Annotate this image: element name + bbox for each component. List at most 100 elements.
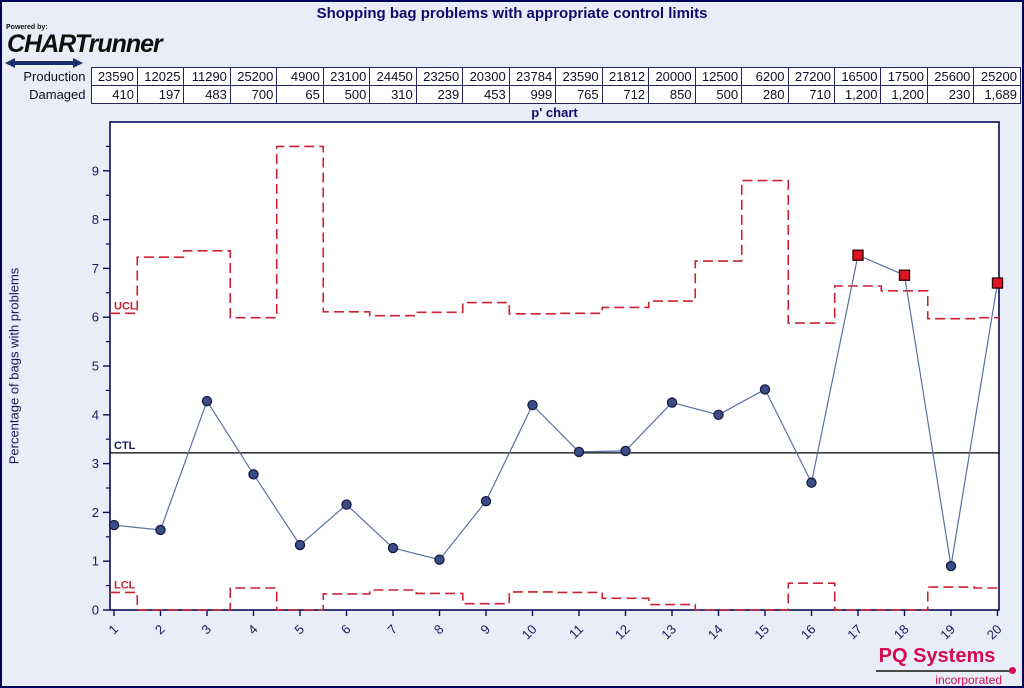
x-tick-label: 3: [198, 622, 214, 638]
data-point: [945, 560, 957, 572]
table-cell: 25200: [973, 67, 1021, 86]
x-tick-label: 18: [891, 622, 912, 643]
y-tick-label: 6: [92, 310, 99, 325]
table-cell: 21812: [601, 67, 650, 86]
x-tick-label: 12: [612, 622, 633, 643]
row-label-damaged: Damaged: [29, 87, 86, 102]
table-cell: 17500: [880, 67, 928, 86]
series-line: [113, 254, 999, 567]
data-point: [573, 446, 585, 458]
x-tick-label: 10: [519, 622, 540, 643]
x-tick-label: 13: [658, 622, 679, 643]
page-title: Shopping bag problems with appropriate c…: [316, 5, 708, 22]
data-point: [806, 477, 817, 488]
ucl-line: [110, 145, 999, 324]
table-cell: 700: [229, 85, 278, 104]
pq-incorporated-label: incorporated: [935, 673, 1002, 687]
table-cell: 197: [136, 85, 185, 104]
pq-logo-underline: [876, 670, 1010, 672]
table-cell: 20000: [648, 67, 696, 86]
data-point: [294, 539, 306, 551]
x-tick-label: 8: [431, 622, 447, 638]
data-point: [620, 445, 631, 457]
data-point: [248, 469, 259, 480]
data-point: [108, 519, 120, 531]
out-of-control-point: [898, 269, 911, 281]
x-tick-label: 4: [245, 622, 261, 638]
table-cell: 1,689: [973, 85, 1021, 104]
y-tick-label: 8: [92, 212, 99, 227]
x-tick-label: 11: [566, 622, 586, 642]
lcl-label: LCL: [114, 579, 136, 591]
table-cell: 239: [415, 85, 464, 104]
table-cell: 765: [555, 85, 603, 104]
x-tick-label: 1: [105, 622, 121, 638]
table-cell: 4900: [276, 67, 324, 86]
y-tick-label: 0: [92, 603, 99, 618]
x-tick-label: 7: [384, 622, 400, 638]
y-tick-label: 7: [92, 261, 99, 276]
table-cell: 453: [462, 85, 510, 104]
table-cell: 280: [741, 85, 789, 104]
y-tick-label: 9: [92, 163, 99, 178]
lcl-line: [110, 582, 999, 611]
table-cell: 230: [926, 85, 975, 104]
y-tick-label: 5: [92, 359, 99, 374]
x-tick-label: 15: [751, 622, 772, 643]
table-cell: 500: [694, 85, 743, 104]
x-tick-label: 5: [291, 622, 307, 638]
ucl-label: UCL: [114, 300, 137, 312]
y-tick-label: 4: [92, 407, 99, 422]
x-tick-label: 9: [477, 622, 493, 638]
y-tick-label: 1: [92, 554, 99, 569]
data-point: [434, 554, 445, 565]
table-cell: 999: [508, 85, 557, 104]
x-tick-label: 19: [937, 622, 958, 643]
table-cell: 1,200: [833, 85, 882, 104]
data-point: [759, 384, 771, 395]
data-point: [713, 409, 724, 420]
x-tick-label: 2: [152, 622, 168, 638]
x-tick-label: 17: [844, 622, 865, 643]
data-point: [201, 395, 213, 407]
production-damaged-table: Production 23590 12025 11290 25200 4900 23100 2…: [4, 67, 1021, 104]
out-of-control-point: [991, 277, 1004, 289]
table-cell: 483: [183, 85, 231, 104]
table-cell: 25200: [229, 67, 278, 86]
powered-by-label: Powered by:: [6, 24, 48, 31]
table-cell: 12025: [136, 67, 185, 86]
table-cell: 65: [276, 85, 324, 104]
x-tick-label: 16: [798, 622, 819, 643]
data-point: [155, 524, 166, 536]
table-row: Production 23590 12025 11290 25200 4900 23100 2…: [4, 67, 1021, 86]
data-point: [666, 397, 678, 408]
y-tick-label: 3: [92, 456, 99, 471]
x-tick-label: 6: [338, 622, 354, 638]
table-cell: 712: [601, 85, 650, 104]
table-cell: 410: [90, 85, 138, 104]
pq-logo-dot-icon: [1009, 667, 1016, 674]
data-point: [527, 399, 538, 411]
row-label-production: Production: [23, 69, 86, 84]
x-tick-label: 20: [984, 622, 1005, 643]
pq-systems-logo: PQ Systems: [878, 645, 996, 667]
chart-title: p' chart: [531, 105, 578, 120]
x-tick-label: 14: [705, 622, 726, 643]
table-row: Damaged 410 197 483 700 65 500 310 239 453 999 765 7…: [4, 85, 1021, 104]
table-cell: 1,200: [880, 85, 928, 104]
y-tick-label: 2: [92, 505, 99, 520]
chartrunner-logo: CHARTrunner: [7, 30, 163, 58]
table-cell: 24450: [369, 67, 417, 86]
data-point: [480, 495, 492, 507]
data-point: [341, 499, 352, 510]
plot-area: [109, 121, 1000, 611]
table-cell: 23590: [90, 67, 138, 86]
data-point: [387, 542, 399, 554]
table-cell: 23784: [508, 67, 557, 86]
chartrunner-arrow-icon: [5, 58, 83, 68]
out-of-control-point: [852, 249, 864, 261]
table-cell: 23250: [415, 67, 464, 86]
ctl-label: CTL: [114, 440, 136, 452]
